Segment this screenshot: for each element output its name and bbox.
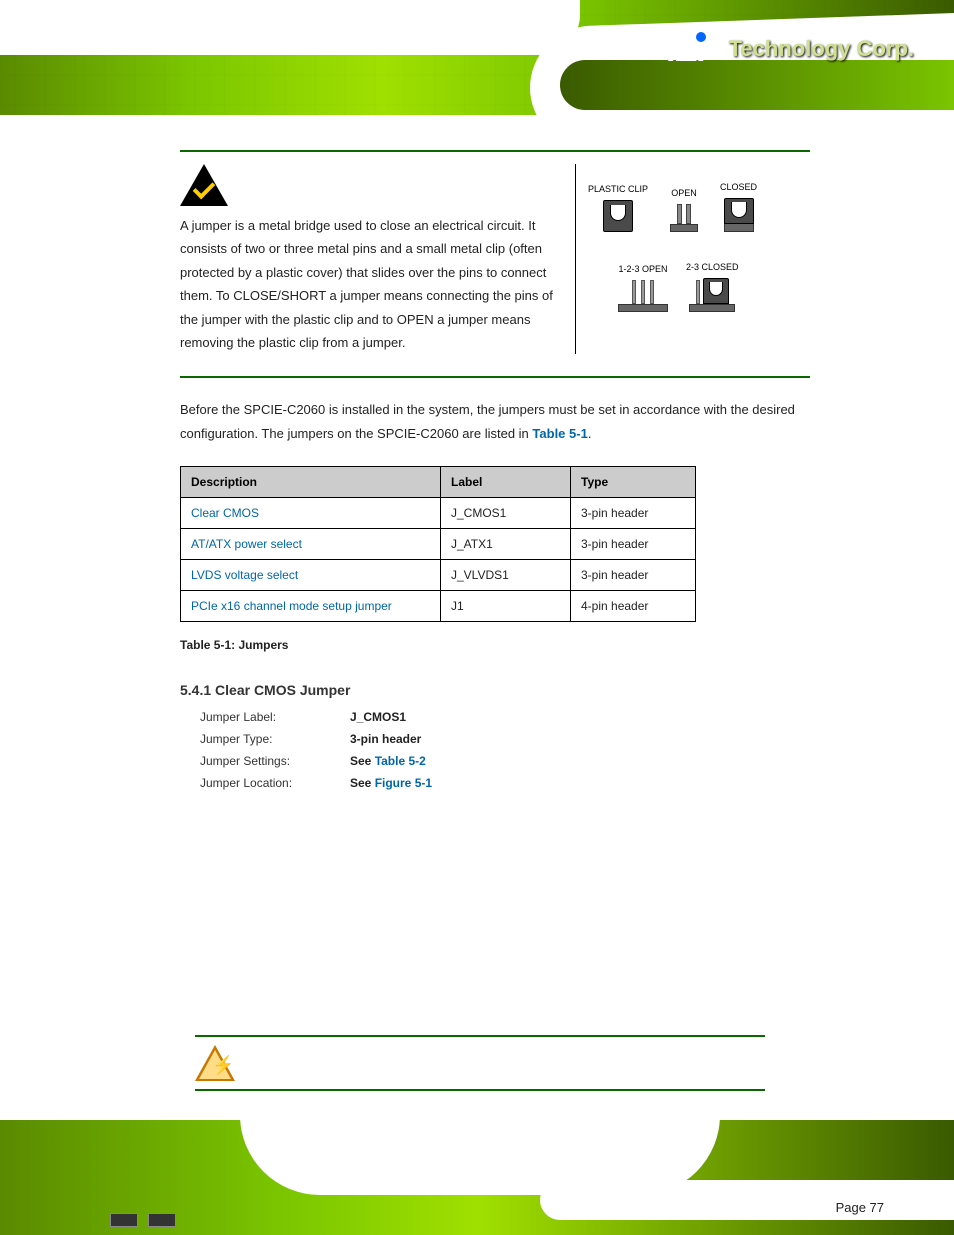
- jumper-row-1: PLASTIC CLIP OPEN CLOSED: [588, 182, 810, 232]
- cell-description: AT/ATX power select: [181, 529, 441, 560]
- plastic-clip-icon: [603, 200, 633, 232]
- page-number: Page 77: [836, 1200, 884, 1215]
- logo-registered-icon: ®: [712, 42, 721, 56]
- jumper-plastic-clip: PLASTIC CLIP: [588, 184, 648, 232]
- jumper-123-open: 1-2-3 OPEN: [618, 264, 668, 312]
- table-row: PCIe x16 channel mode setup jumper J14-pi…: [181, 591, 696, 622]
- label-closed: CLOSED: [720, 182, 757, 192]
- checkmark-icon: [180, 164, 228, 206]
- cell-label: J_ATX1: [441, 529, 571, 560]
- footer-chip-icons: [110, 1213, 176, 1227]
- meta-label: Jumper Type:: [200, 732, 350, 746]
- warn-bottom-rule: [195, 1089, 765, 1091]
- footer-curve-inner: [540, 1180, 954, 1220]
- meta-label: Jumper Location:: [200, 776, 350, 790]
- cell-label: J1: [441, 591, 571, 622]
- jumper-meta-item: Jumper Location:See Figure 5-1: [200, 776, 810, 790]
- jumper-meta-item: Jumper Label:J_CMOS1: [200, 710, 810, 724]
- cell-description: Clear CMOS: [181, 498, 441, 529]
- label-23-closed: 2-3 CLOSED: [686, 262, 739, 272]
- page-content: A jumper is a metal bridge used to close…: [180, 150, 810, 798]
- open-pins-icon: [670, 204, 698, 232]
- table-caption: Table 5-1: Jumpers: [180, 638, 810, 652]
- section-link[interactable]: Clear CMOS: [191, 506, 259, 520]
- table-row: AT/ATX power select J_ATX13-pin header: [181, 529, 696, 560]
- cell-type: 4-pin header: [571, 591, 696, 622]
- cell-type: 3-pin header: [571, 498, 696, 529]
- logo-area: iEi ® Technology Corp.: [666, 28, 914, 70]
- cell-type: 3-pin header: [571, 529, 696, 560]
- logo-iei: iEi: [666, 28, 704, 70]
- section-link[interactable]: AT/ATX power select: [191, 537, 302, 551]
- header-curve-white2: [0, 0, 580, 55]
- col-type: Type: [571, 467, 696, 498]
- meta-link[interactable]: Table 5-2: [375, 754, 426, 768]
- closed-jumper-icon: [724, 198, 754, 232]
- jumper-23-closed: 2-3 CLOSED: [686, 262, 739, 312]
- brand-text: Technology Corp.: [729, 36, 914, 62]
- jumper-meta-item: Jumper Type:3-pin header: [200, 732, 810, 746]
- jumper-open: OPEN: [670, 188, 698, 232]
- table-ref-link[interactable]: Table 5-1: [532, 426, 587, 441]
- cell-label: J_CMOS1: [441, 498, 571, 529]
- warn-top-rule: [195, 1035, 765, 1037]
- cell-description: LVDS voltage select: [181, 560, 441, 591]
- section-link[interactable]: PCIe x16 channel mode setup jumper: [191, 599, 392, 613]
- meta-value: J_CMOS1: [350, 710, 406, 724]
- jumper-diagram: PLASTIC CLIP OPEN CLOSED: [576, 152, 810, 366]
- jumper-closed: CLOSED: [720, 182, 757, 232]
- body-paragraph: Before the SPCIE-C2060 is installed in t…: [180, 398, 810, 446]
- col-description: Description: [181, 467, 441, 498]
- footer-background: [0, 1120, 954, 1235]
- section-heading-clear-cmos: 5.4.1 Clear CMOS Jumper: [180, 682, 810, 698]
- logo-dot-icon: [696, 32, 706, 42]
- meta-label: Jumper Settings:: [200, 754, 350, 768]
- label-plastic-clip: PLASTIC CLIP: [588, 184, 648, 194]
- jumpers-table: Description Label Type Clear CMOS J_CMOS1…: [180, 466, 696, 622]
- lightning-bolt-icon: ⚡: [212, 1055, 234, 1076]
- note-text: A jumper is a metal bridge used to close…: [180, 214, 563, 354]
- table-row: Clear CMOS J_CMOS13-pin header: [181, 498, 696, 529]
- section-link[interactable]: LVDS voltage select: [191, 568, 298, 582]
- label-open: OPEN: [671, 188, 697, 198]
- jumper-meta-item: Jumper Settings:See Table 5-2: [200, 754, 810, 768]
- cell-description: PCIe x16 channel mode setup jumper: [181, 591, 441, 622]
- note-block: A jumper is a metal bridge used to close…: [180, 152, 810, 366]
- warning-icon: ⚡: [195, 1045, 235, 1081]
- meta-value: See Table 5-2: [350, 754, 426, 768]
- col-label: Label: [441, 467, 571, 498]
- open-123-icon: [618, 280, 668, 312]
- table-header-row: Description Label Type: [181, 467, 696, 498]
- warning-callout: ⚡: [195, 1035, 765, 1091]
- note-left: A jumper is a metal bridge used to close…: [180, 152, 575, 366]
- meta-link[interactable]: Figure 5-1: [375, 776, 432, 790]
- cell-type: 3-pin header: [571, 560, 696, 591]
- jumper-row-2: 1-2-3 OPEN 2-3 CLOSED: [618, 262, 810, 312]
- jumper-meta-list: Jumper Label:J_CMOS1Jumper Type:3-pin he…: [200, 710, 810, 790]
- meta-value: See Figure 5-1: [350, 776, 432, 790]
- cell-label: J_VLVDS1: [441, 560, 571, 591]
- label-123-open: 1-2-3 OPEN: [618, 264, 667, 274]
- note-bottom-rule: [180, 376, 810, 378]
- closed-23-icon: [689, 278, 735, 312]
- table-row: LVDS voltage select J_VLVDS13-pin header: [181, 560, 696, 591]
- meta-value: 3-pin header: [350, 732, 421, 746]
- meta-label: Jumper Label:: [200, 710, 350, 724]
